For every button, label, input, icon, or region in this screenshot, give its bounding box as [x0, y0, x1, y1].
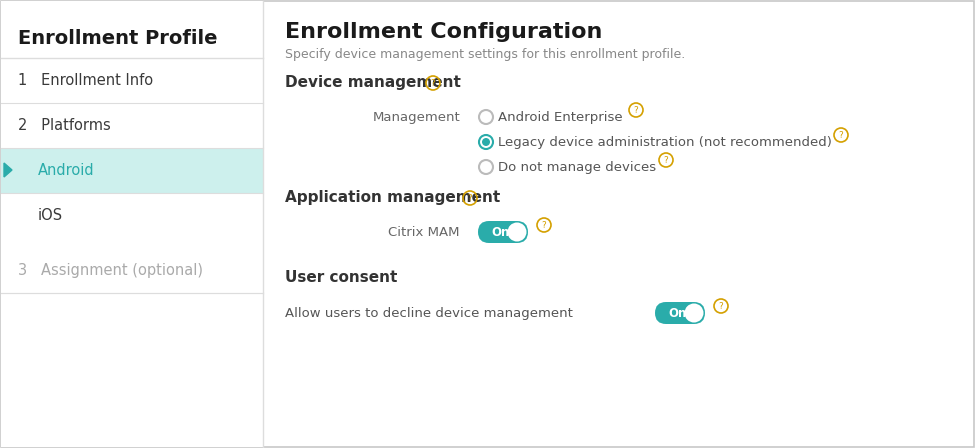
Circle shape	[684, 303, 704, 323]
Circle shape	[482, 138, 490, 146]
Text: 3   Assignment (optional): 3 Assignment (optional)	[18, 263, 203, 277]
Text: Do not manage devices: Do not manage devices	[498, 160, 656, 173]
Text: On: On	[491, 225, 509, 238]
Text: Device management: Device management	[285, 75, 461, 90]
FancyBboxPatch shape	[1, 1, 264, 447]
Circle shape	[479, 135, 493, 149]
Text: Legacy device administration (not recommended): Legacy device administration (not recomm…	[498, 135, 832, 148]
FancyBboxPatch shape	[478, 221, 528, 243]
Text: Allow users to decline device management: Allow users to decline device management	[285, 306, 573, 319]
Text: ?: ?	[719, 302, 723, 310]
Text: ?: ?	[468, 194, 472, 202]
Text: ?: ?	[664, 155, 669, 164]
Text: 2   Platforms: 2 Platforms	[18, 117, 111, 133]
Text: Android: Android	[38, 163, 95, 177]
Text: On: On	[668, 306, 686, 319]
Text: Management: Management	[372, 111, 460, 124]
Text: 1   Enrollment Info: 1 Enrollment Info	[18, 73, 153, 87]
Text: ?: ?	[634, 105, 639, 115]
Text: Enrollment Configuration: Enrollment Configuration	[285, 22, 603, 42]
Text: Specify device management settings for this enrollment profile.: Specify device management settings for t…	[285, 48, 685, 61]
Text: ?: ?	[838, 130, 843, 139]
Text: Application management: Application management	[285, 190, 500, 205]
Text: Citrix MAM: Citrix MAM	[388, 225, 460, 238]
Text: ?: ?	[542, 220, 546, 229]
Text: iOS: iOS	[38, 207, 63, 223]
Polygon shape	[4, 163, 12, 177]
Text: Android Enterprise: Android Enterprise	[498, 111, 623, 124]
Text: ?: ?	[431, 78, 436, 87]
Text: Enrollment Profile: Enrollment Profile	[18, 29, 217, 47]
FancyBboxPatch shape	[1, 148, 263, 193]
Circle shape	[508, 223, 526, 241]
Text: User consent: User consent	[285, 270, 398, 285]
Circle shape	[479, 110, 493, 124]
FancyBboxPatch shape	[655, 302, 705, 324]
Circle shape	[479, 160, 493, 174]
